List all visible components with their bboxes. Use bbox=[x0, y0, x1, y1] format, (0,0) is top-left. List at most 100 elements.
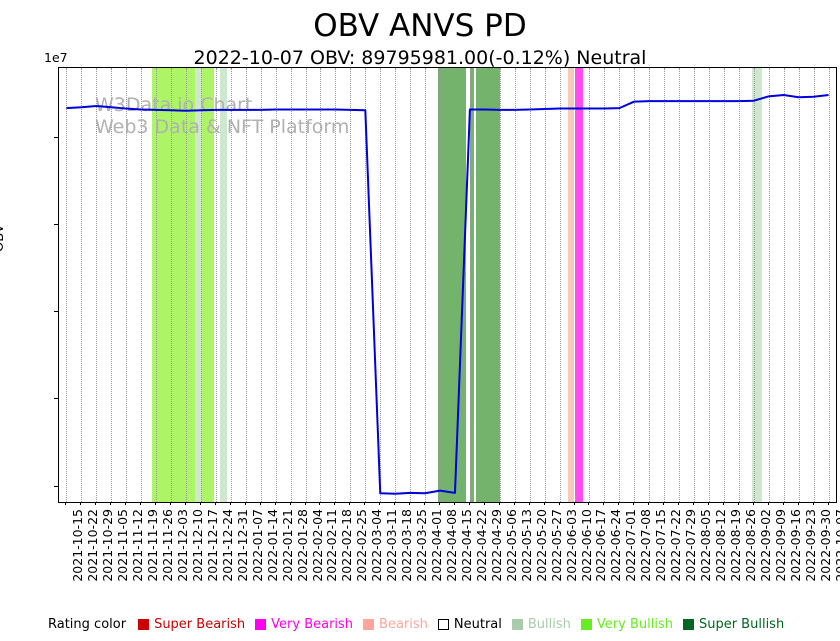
legend-swatch bbox=[580, 618, 592, 630]
legend-item-label: Bullish bbox=[527, 616, 571, 632]
x-tick-label: 2022-07-22 bbox=[668, 509, 684, 582]
grid-line bbox=[574, 68, 576, 502]
x-tick-label: 2022-05-13 bbox=[518, 509, 534, 582]
grid-line bbox=[365, 68, 367, 502]
x-tick-label: 2022-02-18 bbox=[339, 509, 355, 582]
x-tick-label: 2022-07-15 bbox=[653, 509, 669, 582]
x-tick-mark bbox=[409, 501, 411, 505]
x-tick-mark bbox=[453, 501, 455, 505]
grid-line bbox=[245, 68, 247, 502]
x-tick-mark bbox=[633, 501, 635, 505]
x-tick-label: 2022-02-11 bbox=[324, 509, 340, 582]
x-tick-mark bbox=[214, 501, 216, 505]
x-tick-label: 2022-01-14 bbox=[264, 509, 280, 582]
x-tick-label: 2021-11-19 bbox=[145, 509, 161, 582]
legend-item: Very Bearish bbox=[255, 617, 353, 632]
grid-line bbox=[440, 68, 442, 502]
rating-band-layer bbox=[59, 68, 836, 502]
y-tick-mark bbox=[54, 485, 58, 487]
grid-line bbox=[81, 68, 83, 502]
legend-swatch bbox=[138, 618, 150, 630]
grid-line bbox=[290, 68, 292, 502]
chart-subtitle: 2022-10-07 OBV: 89795981.00(-0.12%) Neut… bbox=[193, 47, 647, 69]
x-tick-mark bbox=[693, 501, 695, 505]
x-tick-label: 2021-12-10 bbox=[190, 509, 205, 582]
x-tick-mark bbox=[140, 501, 142, 505]
plot-area: W3Data.io Chart Web3 Data & NFT Platform bbox=[58, 67, 837, 503]
x-tick-mark bbox=[752, 501, 754, 505]
x-tick-mark bbox=[513, 501, 515, 505]
grid-line bbox=[126, 68, 128, 502]
grid-line bbox=[66, 68, 68, 502]
x-tick-mark bbox=[199, 501, 201, 505]
x-tick-mark bbox=[185, 501, 186, 505]
x-tick-mark bbox=[394, 501, 396, 505]
grid-line bbox=[260, 68, 262, 502]
grid-line bbox=[768, 68, 770, 502]
grid-line bbox=[694, 68, 696, 502]
x-tick-mark bbox=[424, 501, 426, 505]
grid-line bbox=[664, 68, 666, 502]
grid-line bbox=[589, 68, 591, 502]
x-tick-label: 2022-06-10 bbox=[578, 509, 594, 582]
x-tick-label: 2022-06-17 bbox=[593, 509, 609, 582]
x-tick-label: 2022-04-08 bbox=[444, 509, 460, 582]
x-tick-mark bbox=[379, 501, 381, 505]
grid-line bbox=[275, 68, 277, 502]
x-tick-mark bbox=[334, 501, 336, 505]
grid-line bbox=[559, 68, 561, 502]
legend-item-label: Bearish bbox=[379, 616, 428, 632]
y-axis-offset-text: 1e7 bbox=[44, 50, 68, 65]
x-tick-label: 2022-07-01 bbox=[623, 509, 639, 582]
legend-item: Neutral bbox=[437, 616, 502, 632]
legend-item: Super Bearish bbox=[138, 617, 245, 632]
x-tick-mark bbox=[588, 501, 590, 505]
x-tick-label: 2022-10-07 bbox=[832, 509, 840, 582]
grid-line bbox=[410, 68, 412, 502]
grid-line bbox=[454, 68, 456, 502]
grid-line bbox=[111, 68, 113, 502]
x-tick-label: 2022-06-24 bbox=[608, 509, 624, 582]
x-tick-label: 2022-01-28 bbox=[294, 509, 310, 582]
x-tick-mark bbox=[827, 501, 829, 505]
legend-item: Super Bullish bbox=[682, 617, 784, 632]
x-tick-label: 2022-03-11 bbox=[384, 509, 400, 582]
grid-line bbox=[350, 68, 352, 502]
x-tick-mark bbox=[364, 501, 366, 505]
grid-line bbox=[425, 68, 427, 502]
grid-line bbox=[215, 68, 217, 502]
grid-line bbox=[171, 68, 173, 502]
grid-line bbox=[828, 68, 830, 502]
x-tick-mark bbox=[110, 501, 112, 505]
rating-band bbox=[568, 68, 575, 502]
rating-band bbox=[751, 68, 763, 502]
x-tick-mark bbox=[259, 501, 261, 505]
x-tick-label: 2022-07-08 bbox=[638, 509, 654, 582]
grid-line bbox=[305, 68, 307, 502]
x-tick-label: 2021-10-15 bbox=[70, 509, 86, 582]
x-tick-label: 2021-11-26 bbox=[160, 509, 176, 582]
legend-swatch bbox=[255, 618, 267, 630]
x-tick-label: 2022-09-23 bbox=[802, 509, 818, 582]
rating-band bbox=[476, 68, 500, 502]
x-tick-mark bbox=[618, 501, 620, 505]
x-tick-label: 2022-09-09 bbox=[772, 509, 788, 582]
legend-item-label: Neutral bbox=[453, 616, 502, 632]
grid-line bbox=[783, 68, 785, 502]
grid-line bbox=[679, 68, 681, 502]
x-tick-mark bbox=[498, 501, 500, 505]
grid-line bbox=[156, 68, 158, 502]
x-tick-mark bbox=[289, 501, 291, 505]
grid-line bbox=[708, 68, 710, 502]
x-tick-mark bbox=[648, 501, 650, 505]
rating-band bbox=[200, 68, 214, 502]
x-tick-mark bbox=[229, 501, 231, 505]
series-layer bbox=[59, 68, 836, 502]
x-tick-label: 2021-12-24 bbox=[219, 509, 235, 582]
grid-line bbox=[320, 68, 322, 502]
x-tick-mark bbox=[663, 501, 665, 505]
grid-line bbox=[544, 68, 546, 502]
x-tick-label: 2021-12-03 bbox=[175, 509, 191, 582]
y-tick-mark bbox=[54, 311, 58, 313]
x-tick-label: 2021-12-31 bbox=[234, 509, 250, 582]
